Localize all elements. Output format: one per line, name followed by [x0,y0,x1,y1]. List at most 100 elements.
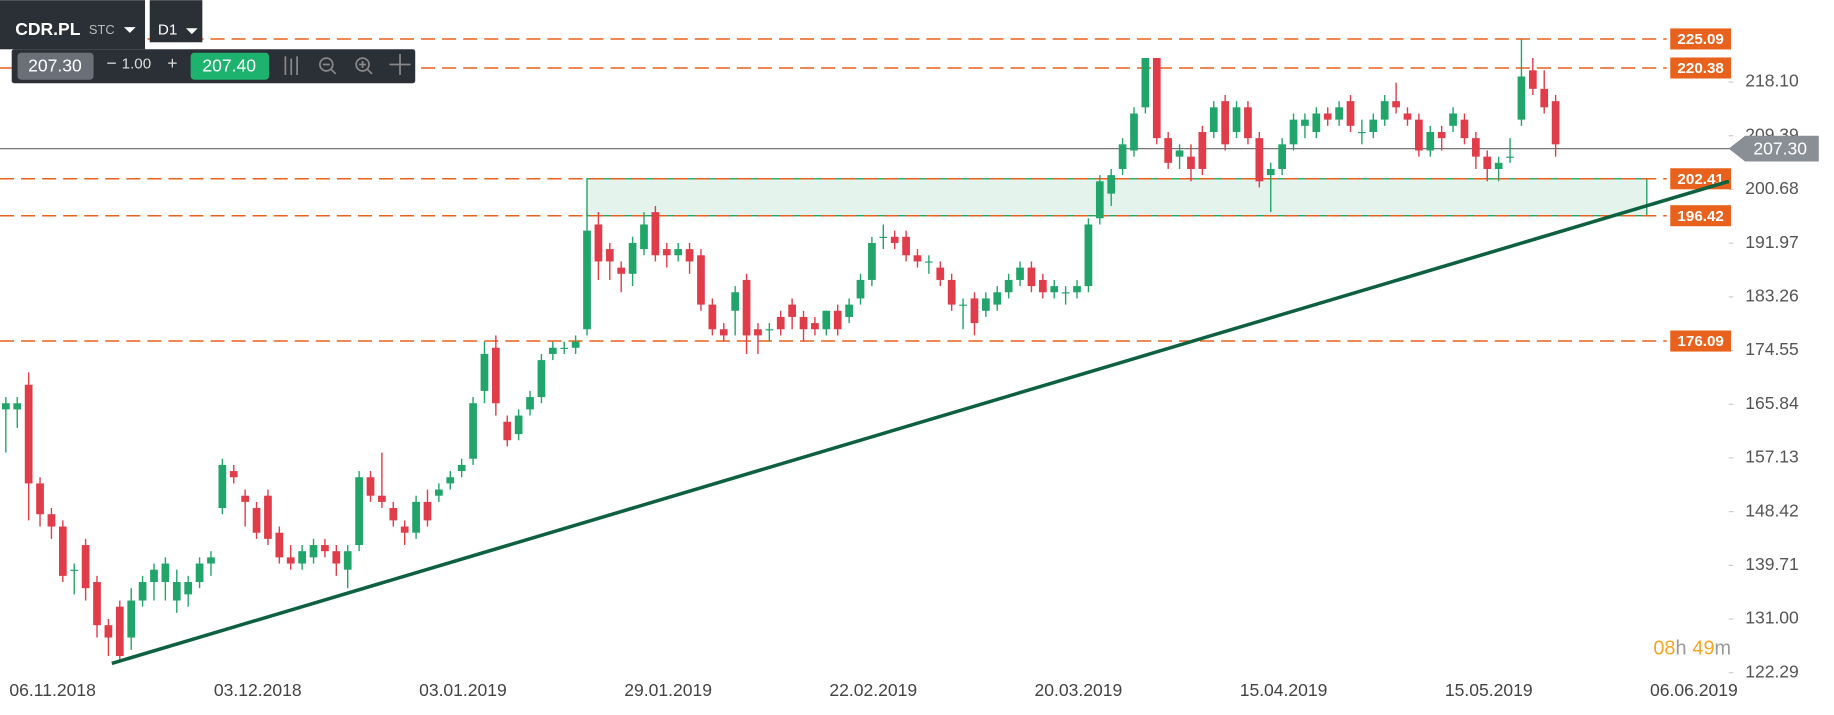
candle-body [1528,70,1537,89]
candle-body [389,508,398,521]
candle-body [24,384,33,484]
candle-body [1061,292,1070,294]
candle-body [947,279,956,305]
candle-body [1232,107,1241,132]
candle-body [925,261,933,263]
candle-body [1050,286,1059,293]
ask: 207.40 [202,55,256,75]
candle-body [47,514,56,527]
candle-body [1266,168,1275,176]
candle-body [81,545,90,589]
candle-body [754,329,762,336]
candle-body [1,403,10,410]
candle-body [1095,181,1104,219]
symbol-tab[interactable] [0,0,146,50]
candle-body [184,582,193,595]
candle-body [1038,279,1047,293]
candle-body [868,242,876,280]
y-tick-label: 165.84 [1745,393,1799,413]
candle-body [959,304,967,306]
level-label: 202.41 [1677,171,1724,188]
candle-body [1107,175,1116,194]
x-tick-label: 06.06.2019 [1650,680,1738,700]
candle-body [1323,113,1332,120]
candle-body [811,323,819,330]
candle-body [93,582,101,626]
candle-body [172,582,181,601]
timer-unit: h [1675,638,1686,660]
candle-body [195,563,204,583]
candle-body [1335,107,1343,120]
y-tick-label: 122.29 [1745,661,1799,681]
candle-body [400,526,409,533]
candle-body [765,329,774,331]
candle-body [731,292,740,311]
candle-body [640,224,648,250]
candle-body [1449,113,1457,126]
x-tick-label: 03.01.2019 [419,680,507,700]
candle-body [457,464,466,472]
y-tick-label: 157.13 [1745,447,1799,467]
candle-body [822,310,831,330]
last-price-label: 207.30 [1753,138,1807,158]
candle-body [1471,138,1480,157]
candle-body [13,403,22,410]
timer: 08h 49m [1653,638,1731,660]
candle-body [993,292,1002,305]
level-tag [1670,28,1732,50]
candle-body [355,477,363,546]
candle-body [833,310,842,330]
ask-box[interactable] [190,52,270,80]
support-zone [586,178,1648,217]
candle-body [1540,88,1549,108]
candle-body [856,279,865,299]
candle-body [309,545,318,558]
bid-box[interactable] [17,52,94,80]
candle-body [1289,119,1298,145]
candle-body [537,360,546,398]
candle-body [1346,101,1355,126]
plot: 218.10209.39200.68191.97183.26174.55165.… [0,28,1819,700]
y-tick-label: 131.00 [1745,608,1799,628]
level-tag [1670,57,1732,79]
candle-body [435,489,443,496]
candle-body [1369,119,1378,132]
x-tick-label: 06.11.2018 [9,680,95,700]
bid: 207.30 [28,55,82,75]
x-tick-label: 29.01.2019 [624,680,712,700]
candle-body [560,347,569,349]
candle-body [548,347,557,354]
candle-body [1244,107,1252,139]
candle-body [469,403,477,459]
candle-body [1175,150,1184,157]
candle-body [218,464,227,509]
level-tag [1670,330,1732,352]
candle-body [1187,156,1195,169]
candle-body [1426,131,1435,151]
y-tick-label: 139.71 [1745,554,1799,574]
candle-body [229,471,238,478]
candle-body [799,316,808,330]
tool-icons[interactable] [284,53,411,76]
candle-body [286,557,295,564]
candle-body [150,569,158,583]
plus-button[interactable]: + [167,53,177,73]
candle-body [332,551,341,564]
candle-body [1084,224,1093,287]
candle-body [503,421,512,441]
minus-button[interactable]: − [106,53,116,73]
interval-tab[interactable] [149,0,203,43]
y-tick-label: 191.97 [1745,232,1799,252]
candle-body [1301,119,1309,126]
dropdown-icon [185,28,198,35]
candle-body [708,304,717,330]
candle-body [514,415,523,435]
candle-body [1027,267,1036,287]
candle-body [1278,144,1286,169]
candle-body [58,526,67,576]
y-tick-label: 174.55 [1745,339,1799,359]
candle-body [605,249,614,262]
candle-body [1004,279,1013,293]
